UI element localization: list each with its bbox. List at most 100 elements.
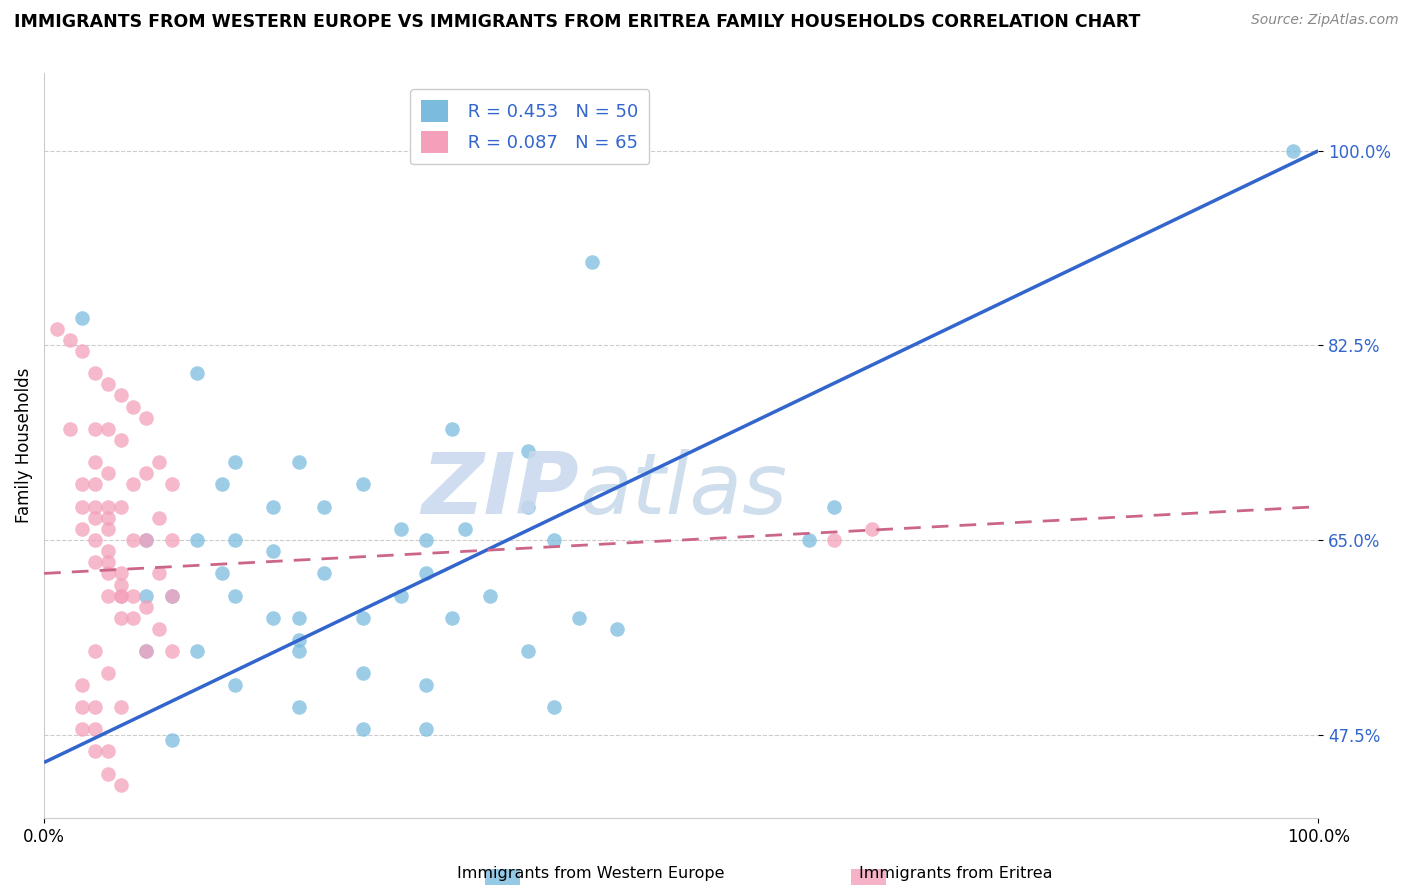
Text: Immigrants from Eritrea: Immigrants from Eritrea — [859, 866, 1053, 881]
Point — [517, 444, 540, 458]
Point — [440, 611, 463, 625]
Point — [415, 533, 437, 547]
Point — [314, 566, 336, 581]
Point — [97, 744, 120, 758]
Point — [135, 644, 157, 658]
Point — [84, 455, 107, 469]
Point — [84, 699, 107, 714]
Point — [479, 589, 502, 603]
Point — [84, 366, 107, 380]
Point — [148, 455, 170, 469]
Point — [160, 589, 183, 603]
Point — [568, 611, 591, 625]
Point — [135, 589, 157, 603]
Point — [97, 467, 120, 481]
Point — [135, 644, 157, 658]
Point — [823, 533, 845, 547]
Text: atlas: atlas — [579, 449, 787, 532]
Point — [581, 255, 603, 269]
Point — [148, 510, 170, 524]
Point — [72, 722, 94, 736]
Point — [160, 589, 183, 603]
Point — [97, 522, 120, 536]
Point — [224, 533, 246, 547]
Point — [160, 733, 183, 747]
Point — [45, 322, 67, 336]
Legend:  R = 0.453   N = 50,  R = 0.087   N = 65: R = 0.453 N = 50, R = 0.087 N = 65 — [411, 89, 650, 164]
Point — [110, 778, 132, 792]
Point — [97, 377, 120, 392]
Point — [72, 500, 94, 514]
Point — [314, 500, 336, 514]
Point — [135, 467, 157, 481]
Point — [186, 644, 208, 658]
Point — [97, 544, 120, 558]
Point — [84, 533, 107, 547]
Point — [122, 400, 145, 414]
Point — [352, 666, 374, 681]
Point — [58, 333, 80, 347]
Point — [389, 522, 412, 536]
Point — [288, 455, 311, 469]
Point — [84, 500, 107, 514]
Point — [148, 622, 170, 636]
Point — [110, 577, 132, 591]
Point — [262, 611, 284, 625]
Point — [517, 644, 540, 658]
Point — [211, 477, 233, 491]
Point — [72, 678, 94, 692]
Point — [440, 422, 463, 436]
Point — [58, 422, 80, 436]
Point — [97, 566, 120, 581]
Point — [797, 533, 820, 547]
Point — [543, 699, 565, 714]
Point — [352, 477, 374, 491]
Point — [84, 722, 107, 736]
Point — [84, 744, 107, 758]
Point — [352, 611, 374, 625]
Point — [110, 433, 132, 447]
Point — [135, 599, 157, 614]
Point — [84, 510, 107, 524]
Point — [72, 699, 94, 714]
Point — [288, 633, 311, 648]
Point — [186, 366, 208, 380]
Point — [110, 611, 132, 625]
Point — [823, 500, 845, 514]
Point — [160, 533, 183, 547]
Point — [110, 388, 132, 402]
Point — [122, 477, 145, 491]
Point — [415, 566, 437, 581]
Point — [110, 500, 132, 514]
Point — [606, 622, 628, 636]
Point — [72, 343, 94, 358]
Text: IMMIGRANTS FROM WESTERN EUROPE VS IMMIGRANTS FROM ERITREA FAMILY HOUSEHOLDS CORR: IMMIGRANTS FROM WESTERN EUROPE VS IMMIGR… — [14, 13, 1140, 31]
Point — [84, 644, 107, 658]
Point — [262, 500, 284, 514]
Point — [389, 589, 412, 603]
Point — [186, 533, 208, 547]
Point — [1281, 144, 1303, 158]
Point — [224, 589, 246, 603]
Point — [110, 566, 132, 581]
Point — [110, 589, 132, 603]
Point — [97, 500, 120, 514]
Point — [148, 566, 170, 581]
Point — [543, 533, 565, 547]
Point — [97, 589, 120, 603]
Text: Immigrants from Western Europe: Immigrants from Western Europe — [457, 866, 724, 881]
Point — [352, 722, 374, 736]
Point — [110, 589, 132, 603]
Point — [517, 500, 540, 514]
Point — [288, 699, 311, 714]
Point — [135, 533, 157, 547]
Point — [453, 522, 475, 536]
Point — [211, 566, 233, 581]
Point — [84, 555, 107, 569]
Point — [122, 589, 145, 603]
Point — [97, 422, 120, 436]
Point — [224, 678, 246, 692]
Point — [122, 533, 145, 547]
Point — [262, 544, 284, 558]
Point — [84, 477, 107, 491]
